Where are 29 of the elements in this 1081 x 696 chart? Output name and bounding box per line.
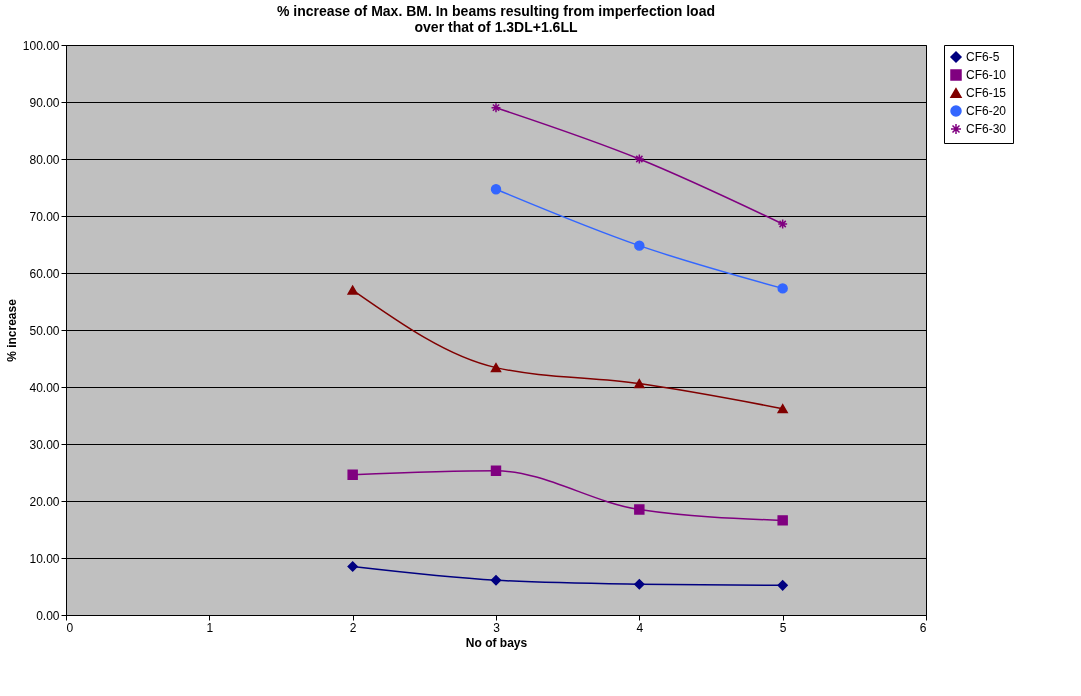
y-tick-label: 20.00 — [29, 494, 60, 509]
y-tick-label: 60.00 — [29, 266, 60, 281]
x-axis-title: No of bays — [465, 635, 528, 650]
point — [490, 102, 502, 113]
x-tick-label: 6 — [919, 620, 927, 635]
x-tick-label: 4 — [636, 620, 644, 635]
y-axis-title: % increase — [4, 298, 19, 362]
y-tick-label: 10.00 — [29, 551, 60, 566]
legend-label: CF6-5 — [966, 50, 1000, 64]
legend-label: CF6-10 — [966, 68, 1007, 82]
x-tick-label: 2 — [349, 620, 357, 635]
y-tick-label: 30.00 — [29, 437, 60, 452]
y-tick-label: 70.00 — [29, 209, 60, 224]
point — [777, 218, 788, 230]
point — [634, 153, 645, 165]
legend-label: CF6-20 — [966, 104, 1007, 118]
x-tick-label: 3 — [493, 620, 501, 635]
x-tick-label: 1 — [206, 620, 214, 635]
legend-label: CF6-15 — [966, 86, 1007, 100]
chart-title: % increase of Max. BM. In beams resulting from imperfection load over that of 1.3DL+1.6LL — [277, 3, 715, 35]
legend-label: CF6-30 — [966, 122, 1007, 136]
y-tick-label: 80.00 — [29, 152, 60, 167]
y-tick-label: 50.00 — [29, 323, 60, 338]
y-tick-label: 40.00 — [29, 380, 60, 395]
y-tick-label: 90.00 — [29, 95, 60, 110]
x-tick-label: 5 — [779, 620, 787, 635]
x-tick-label: 0 — [66, 620, 74, 635]
y-tick-label: 100.00 — [22, 38, 60, 53]
y-tick-label: 0.00 — [36, 608, 60, 623]
